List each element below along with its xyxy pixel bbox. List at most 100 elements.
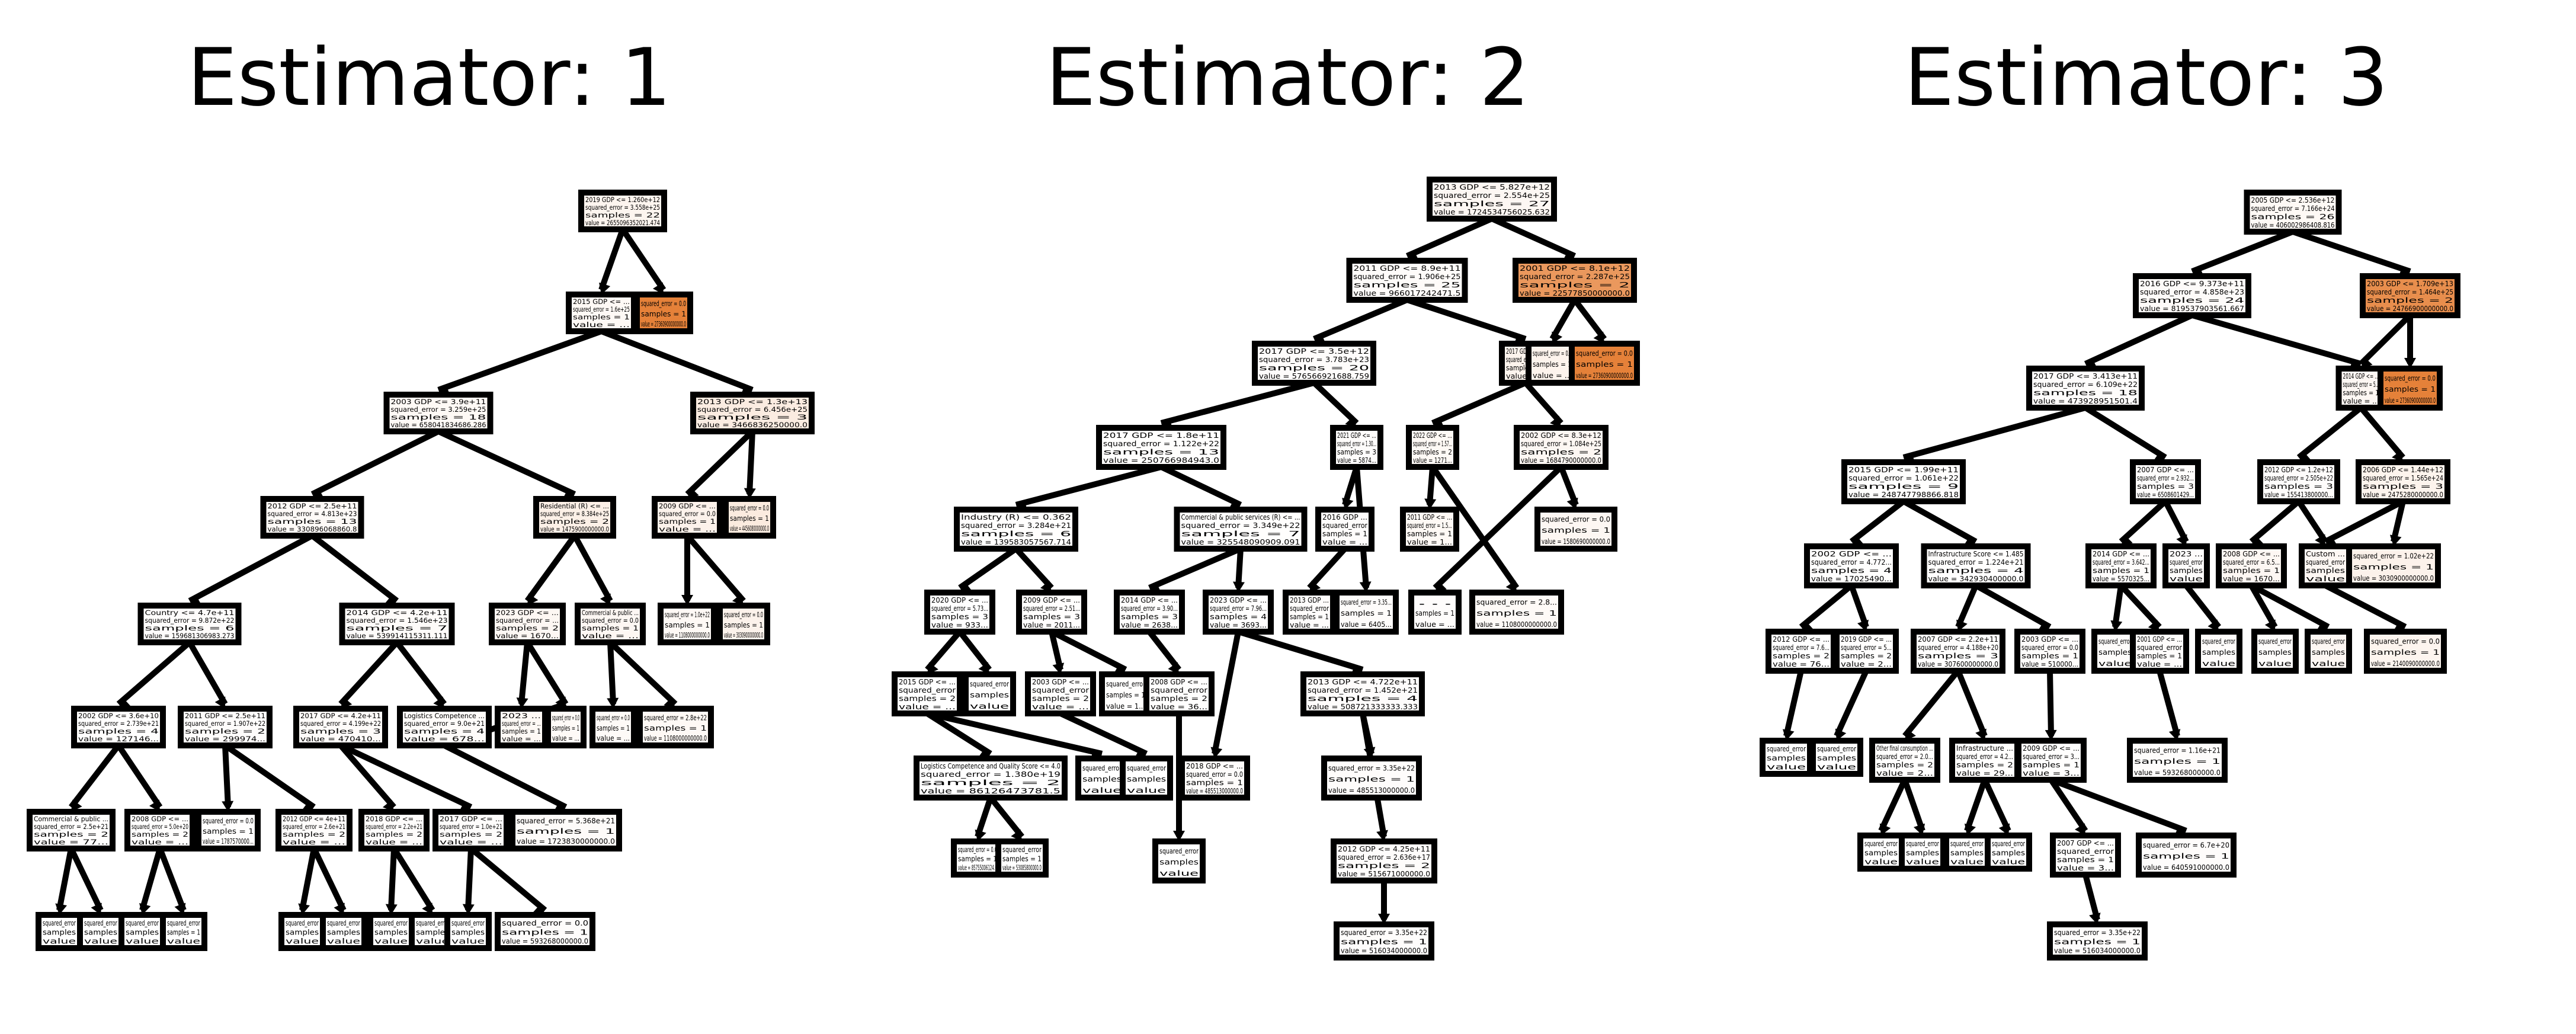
tree-node-box: [1427, 177, 1557, 222]
tree-node: squared_error = 5.368e+21 samples = 1 valu…: [510, 809, 622, 851]
tree-edge: [2119, 583, 2162, 629]
tree-node-text: squared_error = 5.0e+20: [132, 822, 188, 831]
tree-node-box: [124, 809, 196, 851]
tree-edge: [157, 847, 187, 911]
tree-edge: [139, 847, 163, 911]
tree-node-text: samples = 1: [582, 624, 639, 632]
tree-node-box: [1120, 756, 1173, 801]
tree-node: Other final consumption ...squared_error…: [1869, 738, 1940, 783]
tree-edge: [1549, 298, 1578, 341]
tree-node-box: [160, 912, 207, 951]
tree-node-text: value: [970, 702, 1009, 710]
tree-node-text: value: [416, 937, 449, 946]
tree-node-text: squared_error = 0.0: [2371, 638, 2440, 646]
tree-node-text: squared_error = 6.7e+20: [2143, 841, 2229, 850]
tree-node-text: squared_error: [2170, 558, 2203, 566]
tree-node-text: samples = 1: [659, 517, 716, 526]
tree-node-text: squared_error = 1.906e+25: [1354, 273, 1461, 281]
tree-node-box: [2299, 543, 2352, 588]
tree-node-text: value = 2638...: [1121, 621, 1178, 629]
tree-node-text: squared_error = 1.546e+23: [347, 616, 448, 625]
tree-node-text: value = 1...: [1106, 702, 1145, 710]
tree-node-box: [1569, 341, 1640, 386]
tree-node-text: value = 508721333333.333: [1308, 703, 1418, 711]
tree-node-text: samples = 2: [1841, 652, 1892, 660]
tree-node-text: value = 85755006124.0: [958, 864, 997, 872]
tree-node-box: [397, 706, 492, 748]
tree-node-text: value = 640591000000.0: [2143, 863, 2229, 872]
tree-node-text: value = 510000...: [2021, 660, 2078, 668]
tree-node-text: samples = 4: [1928, 566, 2024, 575]
tree-node: 2007 GDP <= ...squared_error = 2.932...s…: [2130, 459, 2201, 504]
tree-node-text: samples = 3: [1121, 613, 1178, 621]
tree-node-text: squared_error = 1.084e+25: [1521, 440, 1601, 448]
tree-node-box: [2356, 459, 2450, 504]
tree-node: squared_error = 0.0 samples = 1 value = ..…: [545, 706, 587, 748]
tree-edge: [338, 640, 399, 706]
tree-node-text: value = 3030900000000.0: [2353, 574, 2434, 582]
tree-node-text: samples = 2: [1338, 862, 1430, 870]
tree-node-box: [2257, 459, 2340, 504]
tree-node-text: squared_error: [1151, 686, 1207, 694]
tree-edge: [600, 328, 754, 393]
tree-node-box: [637, 706, 714, 748]
tree-node-text: squared_error = 6.109e+22: [2033, 380, 2138, 389]
tree-node-text: 2002 GDP <= 8.3e+12: [1521, 431, 1601, 440]
tree-node-box: [2378, 366, 2443, 411]
tree-node-text: samples = 1: [502, 928, 588, 936]
tree-node-text: squared_error = ...: [502, 719, 541, 728]
tree-edge: [608, 640, 678, 706]
tree-node-box: [1252, 341, 1376, 386]
tree-node-text: Logistics Competence and Quality Score <…: [921, 762, 1060, 770]
tree-node-text: value: [43, 937, 76, 946]
tree-node-text: samples = 1: [2223, 566, 2280, 575]
tree-node-box: [951, 838, 1004, 878]
tree-edge: [2191, 312, 2362, 367]
tree-node-text: samples = 2: [540, 517, 609, 526]
tree-edge: [1982, 778, 2011, 833]
tree-node-text: samples: [1950, 849, 1984, 857]
tree-edge-arrowhead: [1011, 829, 1022, 841]
tree-edge: [925, 710, 992, 757]
tree-node-text: samples = 1: [552, 724, 579, 732]
tree-node-text: 2009 GDP <= ...: [2023, 744, 2080, 753]
tree-node-text: squared_error = 9.0e+21: [404, 719, 485, 728]
tree-node: 2009 GDP <= ...squared_error = 0.0sample…: [652, 496, 723, 539]
tree-node-text: squared_error: [1817, 745, 1856, 753]
tree-node-text: value = 248747798866.818: [1848, 491, 1959, 499]
tree-node-text: squared_error = 4.813e+23: [268, 510, 357, 518]
tree-node-text: value = 27360900000000.0: [1576, 372, 1633, 380]
tree-edge: [1878, 778, 1908, 833]
tree-node-text: Custom ...: [2306, 550, 2345, 558]
tree-node-text: samples = 3: [2137, 482, 2194, 491]
tree-node-text: samples: [1767, 754, 1806, 762]
tree-node-text: samples = 1: [167, 928, 200, 936]
tree-node-text: value = 127146...: [78, 735, 159, 743]
tree-node-text: squared_error = 3.35e+22: [1341, 929, 1427, 937]
tree-node-text: samples = 2: [283, 830, 345, 838]
tree-edge: [395, 640, 447, 706]
tree-node-text: value: [286, 937, 319, 946]
tree-node-text: value = 515671000000.0: [1338, 870, 1430, 878]
tree-node-text: squared_error = 2.505e+22: [2264, 474, 2333, 482]
tree-edge: [56, 848, 74, 911]
tree-node: Logistics Competence ...squared_error = …: [397, 706, 492, 748]
tree-node-box: [1869, 738, 1940, 783]
tree-edge: [2084, 312, 2194, 367]
tree-node-text: 2008 GDP <= ...: [132, 815, 188, 823]
tree-node: squared_error = 2.8... samples = 1 value =…: [1469, 590, 1564, 635]
tree-node-box: [383, 392, 494, 434]
tree-node-text: value = 1723830000000.0: [517, 837, 615, 846]
tree-edge: [1849, 499, 1906, 544]
tree-node-text: samples = 3: [931, 613, 988, 621]
tree-node-text: value = 86126473781.5: [921, 787, 1060, 795]
tree-node-text: 2020 GDP <= ...: [931, 596, 988, 604]
tree-edge-arrowhead: [71, 799, 82, 812]
tree-node-text: samples = 1: [1476, 609, 1557, 617]
